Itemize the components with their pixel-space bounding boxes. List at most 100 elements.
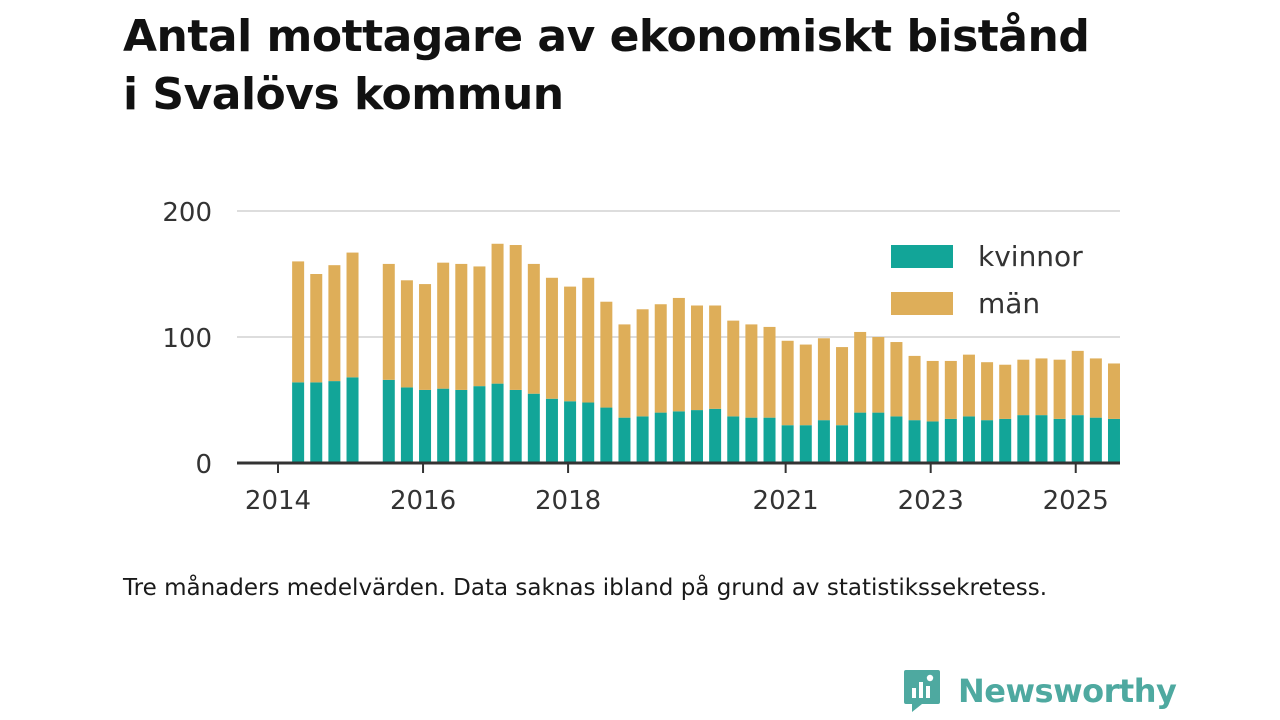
bar-kvinnor-20: [672, 411, 685, 463]
bar-man-21: [690, 305, 703, 411]
bar-man-18: [636, 309, 649, 417]
bar-man-22: [709, 305, 722, 409]
bar-kvinnor-35: [944, 418, 957, 463]
y-tick-label-100: 100: [162, 324, 212, 354]
bar-kvinnor-31: [872, 412, 885, 463]
bar-kvinnor-40: [1035, 415, 1048, 463]
chart-title-line-2: i Svalövs kommun: [123, 69, 564, 120]
bar-man-41: [1053, 359, 1066, 419]
x-axis: 2014 2016 2018 2021 2023 2025: [237, 461, 1120, 516]
bar-man-12: [527, 263, 540, 394]
bar-kvinnor-5: [400, 387, 413, 463]
bar-kvinnor-42: [1071, 415, 1084, 463]
bar-kvinnor-11: [509, 389, 522, 463]
bar-man-27: [799, 344, 812, 426]
bar-man-19: [654, 304, 667, 413]
bar-man-14: [564, 286, 577, 402]
bar-kvinnor-10: [491, 383, 504, 463]
bar-kvinnor-19: [654, 412, 667, 463]
bar-man-15: [582, 277, 595, 403]
legend-swatch-1: [891, 292, 953, 315]
y-tick-label-200: 200: [162, 198, 212, 228]
bar-kvinnor-25: [763, 417, 776, 463]
bars: [292, 243, 1120, 463]
bar-kvinnor-15: [582, 402, 595, 463]
bar-man-33: [908, 355, 921, 421]
bar-kvinnor-38: [999, 418, 1012, 463]
bar-kvinnor-44: [1107, 418, 1120, 463]
newsworthy-logo-icon: [904, 670, 940, 712]
bar-kvinnor-24: [745, 417, 758, 463]
bar-kvinnor-7: [437, 388, 450, 463]
bar-kvinnor-36: [962, 416, 975, 463]
bar-kvinnor-29: [836, 425, 849, 463]
chart-note: Tre månaders medelvärden. Data saknas ib…: [123, 575, 1048, 601]
bar-man-5: [400, 280, 413, 388]
brand-logo: Newsworthy: [902, 668, 1177, 714]
bar-kvinnor-30: [854, 412, 867, 463]
bar-kvinnor-1: [310, 382, 323, 463]
bar-kvinnor-23: [727, 416, 740, 463]
x-tick-label-2023: 2023: [898, 486, 964, 516]
bar-man-24: [745, 324, 758, 418]
bar-man-40: [1035, 358, 1048, 416]
bar-man-6: [419, 284, 432, 390]
bar-man-31: [872, 337, 885, 413]
x-tick-label-2014: 2014: [245, 486, 311, 516]
bar-kvinnor-2: [328, 381, 341, 463]
bar-kvinnor-41: [1053, 418, 1066, 463]
bar-man-39: [1017, 359, 1030, 416]
bar-kvinnor-13: [545, 398, 558, 463]
brand-name: Newsworthy: [958, 672, 1177, 710]
bar-man-1: [310, 274, 323, 383]
bar-man-28: [817, 338, 830, 421]
bar-kvinnor-22: [709, 408, 722, 463]
bar-kvinnor-21: [690, 410, 703, 463]
x-tick-label-2016: 2016: [390, 486, 456, 516]
bar-kvinnor-12: [527, 393, 540, 463]
bar-kvinnor-18: [636, 416, 649, 463]
bar-kvinnor-8: [455, 389, 468, 463]
bar-man-10: [491, 243, 504, 384]
gridlines: 0 100 200: [162, 198, 1120, 480]
bar-kvinnor-43: [1089, 417, 1102, 463]
bar-kvinnor-39: [1017, 415, 1030, 463]
bar-man-3: [346, 252, 359, 378]
bar-chart: 0 100 200 2014 2016 2018 2021 2023 2025 kvinnor…: [162, 198, 1120, 516]
bar-man-42: [1071, 350, 1084, 416]
bar-man-8: [455, 263, 468, 390]
bar-man-20: [672, 297, 685, 412]
bar-man-11: [509, 245, 522, 390]
bar-man-2: [328, 265, 341, 382]
legend-swatch-0: [891, 245, 953, 268]
bar-man-9: [473, 266, 486, 387]
bar-man-23: [727, 320, 740, 417]
bar-man-43: [1089, 358, 1102, 418]
bar-man-7: [437, 262, 450, 389]
bar-kvinnor-27: [799, 425, 812, 463]
bar-kvinnor-37: [981, 420, 994, 463]
bar-man-36: [962, 354, 975, 417]
x-tick-label-2021: 2021: [753, 486, 819, 516]
bar-kvinnor-17: [618, 417, 631, 463]
bar-man-35: [944, 360, 957, 419]
bar-kvinnor-14: [564, 401, 577, 463]
bar-man-44: [1107, 363, 1120, 419]
bar-man-34: [926, 360, 939, 422]
x-tick-label-2025: 2025: [1043, 486, 1109, 516]
bar-man-25: [763, 326, 776, 418]
bar-kvinnor-28: [817, 420, 830, 463]
bar-man-32: [890, 342, 903, 417]
chart-title-line-1: Antal mottagare av ekonomiskt bistånd: [123, 11, 1090, 62]
bar-kvinnor-9: [473, 386, 486, 463]
bar-man-0: [292, 261, 305, 383]
bar-man-38: [999, 364, 1012, 419]
bar-kvinnor-0: [292, 382, 305, 463]
bar-man-13: [545, 277, 558, 399]
bar-kvinnor-4: [382, 379, 395, 463]
legend: kvinnor män: [891, 240, 1083, 320]
y-tick-label-0: 0: [195, 450, 212, 480]
bar-man-26: [781, 340, 794, 426]
bar-kvinnor-33: [908, 420, 921, 463]
bar-man-4: [382, 263, 395, 380]
